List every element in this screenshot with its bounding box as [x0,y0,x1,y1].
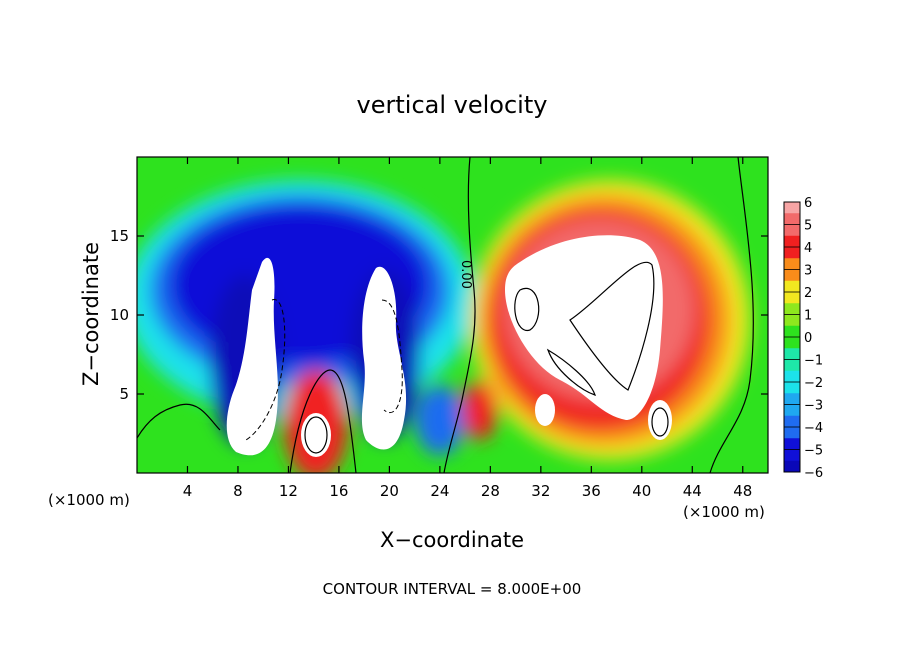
colorbar-swatch [784,427,800,439]
colorbar-swatch [784,269,800,282]
colorbar-swatch [784,213,800,225]
plot-area: 0.00 [137,157,768,473]
colorbar-tick-label: −3 [804,399,823,414]
updraft-core-small [301,413,331,457]
colorbar-swatch [784,235,800,248]
chart-title: vertical velocity [357,91,548,119]
colorbar-swatch [784,247,800,259]
x-tick-label: 24 [430,482,449,500]
colorbar-swatch [784,415,800,428]
colorbar-tick-label: −5 [804,444,823,459]
x-tick-label: 36 [582,482,601,500]
x-tick-label: 16 [329,482,348,500]
contour-label: 0.00 [458,260,473,289]
colorbar-tick-label: 4 [804,241,812,256]
x-tick-label: 20 [380,482,399,500]
x-tick-label: 48 [733,482,752,500]
y-tick-label: 5 [119,385,129,403]
x-tick-label: 8 [233,482,243,500]
colorbar-swatch [784,438,800,450]
colorbar-swatch [784,337,800,349]
x-tick-label: 4 [183,482,193,500]
colorbar-swatch [784,325,800,338]
x-axis-ticks: 4 8 12 16 20 24 28 32 36 40 44 48 [183,157,752,500]
colorbar-swatch [784,224,800,237]
x-tick-label: 32 [531,482,550,500]
colorbar: 6 5 4 3 2 1 0 −1 −2 −3 −4 −5 −6 [783,196,823,481]
colorbar-swatch [784,348,800,360]
colorbar-swatch [784,404,800,417]
colorbar-tick-label: −6 [804,466,823,481]
negative-contours [245,299,403,441]
x-tick-label: 40 [632,482,651,500]
x-tick-label: 12 [279,482,298,500]
colorbar-tick-label: 2 [804,286,812,301]
colorbar-swatch [784,303,800,315]
downdraft-core-mid [361,266,407,450]
x-axis-label: X−coordinate [380,528,524,552]
y-tick-label: 10 [110,306,129,324]
colorbar-swatch [784,258,800,270]
x-tick-label: 28 [481,482,500,500]
y-axis-ticks: 5 10 15 [110,227,768,403]
updraft-core-main [505,235,663,420]
colorbar-swatch [784,382,800,394]
colorbar-tick-label: −1 [804,354,823,369]
colorbar-tick-label: 6 [804,196,812,211]
x-axis-unit-right: (×1000 m) [683,503,765,521]
y-tick-label: 15 [110,227,129,245]
colorbar-swatch [784,314,800,327]
colorbar-tick-label: 1 [804,309,812,324]
colorbar-swatch [784,292,800,304]
colorbar-tick-label: −2 [804,376,823,391]
colorbar-swatch [784,460,800,473]
colorbar-swatch [784,280,800,293]
x-axis-unit-left: (×1000 m) [48,491,130,509]
colorbar-tick-label: 0 [804,331,812,346]
contour-interval-footer: CONTOUR INTERVAL = 8.000E+00 [323,580,582,598]
colorbar-swatch [784,202,800,214]
colorbar-swatch [784,449,800,462]
colorbar-tick-label: 3 [804,264,812,279]
y-axis-label: Z−coordinate [79,242,103,386]
colorbar-tick-label: 5 [804,219,812,234]
colorbar-swatch [784,393,800,405]
colorbar-swatch [784,359,800,372]
x-tick-label: 44 [683,482,702,500]
downdraft-core-left [226,257,278,456]
colorbar-tick-label: −4 [804,421,823,436]
colorbar-swatch [784,370,800,383]
contours [137,157,754,473]
